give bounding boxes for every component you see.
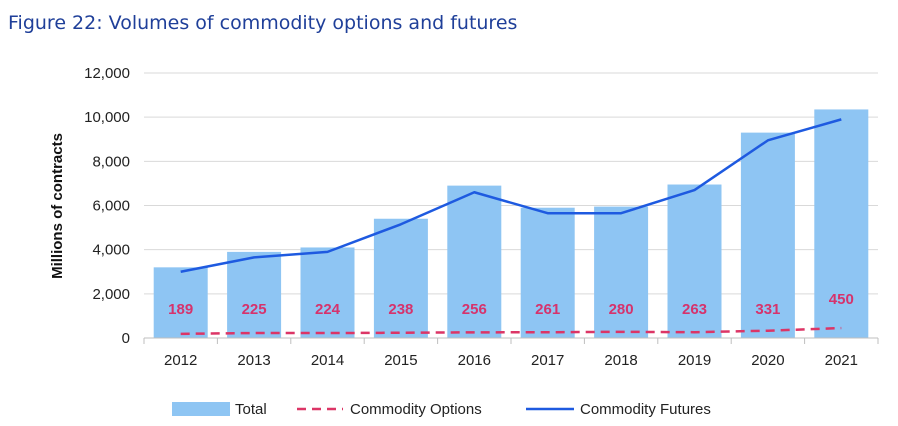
y-tick-label: 12,000 [84, 65, 130, 82]
data-label-options: 224 [315, 301, 341, 318]
x-tick-label: 2013 [237, 352, 270, 369]
legend-label-total: Total [235, 401, 267, 418]
axes: 0 2,000 4,000 6,000 8,000 10,000 12,000 2012 201… [84, 65, 879, 369]
y-tick-label: 10,000 [84, 109, 130, 126]
bar-total [814, 109, 869, 338]
data-label-options: 261 [535, 301, 560, 318]
x-tick-label: 2018 [604, 352, 637, 369]
legend-label-options: Commodity Options [350, 401, 482, 418]
x-tick-label: 2014 [311, 352, 344, 369]
data-label-options: 450 [829, 291, 854, 308]
bars-total [153, 109, 869, 338]
bar-total [300, 247, 355, 338]
x-tick-label: 2021 [825, 352, 858, 369]
x-tick-label: 2020 [751, 352, 784, 369]
series-lines [180, 118, 842, 336]
bar-total [227, 251, 282, 338]
bar-total [520, 207, 575, 338]
data-labels: 189 225 224 238 256 261 280 263 331 450 [168, 291, 854, 318]
bar-total [594, 206, 649, 338]
data-label-options: 189 [168, 301, 193, 318]
bar-total [447, 185, 502, 338]
data-label-options: 280 [609, 301, 634, 318]
data-label-options: 238 [388, 301, 413, 318]
x-tick-label: 2017 [531, 352, 564, 369]
legend: Total Commodity Options Commodity Futures [172, 401, 711, 418]
line-commodity-futures [180, 118, 842, 273]
data-label-options: 331 [755, 301, 780, 318]
bar-total [667, 184, 722, 338]
y-axis-title: Millions of contracts [49, 133, 66, 279]
data-label-options: 225 [242, 301, 267, 318]
data-label-options: 256 [462, 301, 487, 318]
y-tick-label: 0 [122, 330, 130, 347]
bar-total [373, 218, 428, 338]
legend-label-futures: Commodity Futures [580, 401, 711, 418]
x-tick-label: 2012 [164, 352, 197, 369]
line-commodity-options [180, 326, 842, 336]
x-tick-label: 2016 [458, 352, 491, 369]
bar-total [153, 267, 208, 338]
data-label-options: 263 [682, 301, 707, 318]
legend-swatch-total [172, 402, 230, 416]
x-tick-label: 2015 [384, 352, 417, 369]
y-tick-label: 8,000 [92, 153, 130, 170]
y-tick-label: 2,000 [92, 286, 130, 303]
bar-total [740, 132, 795, 338]
y-tick-label: 4,000 [92, 242, 130, 259]
x-tick-label: 2019 [678, 352, 711, 369]
y-tick-label: 6,000 [92, 198, 130, 215]
figure-title: Figure 22: Volumes of commodity options … [8, 12, 518, 34]
